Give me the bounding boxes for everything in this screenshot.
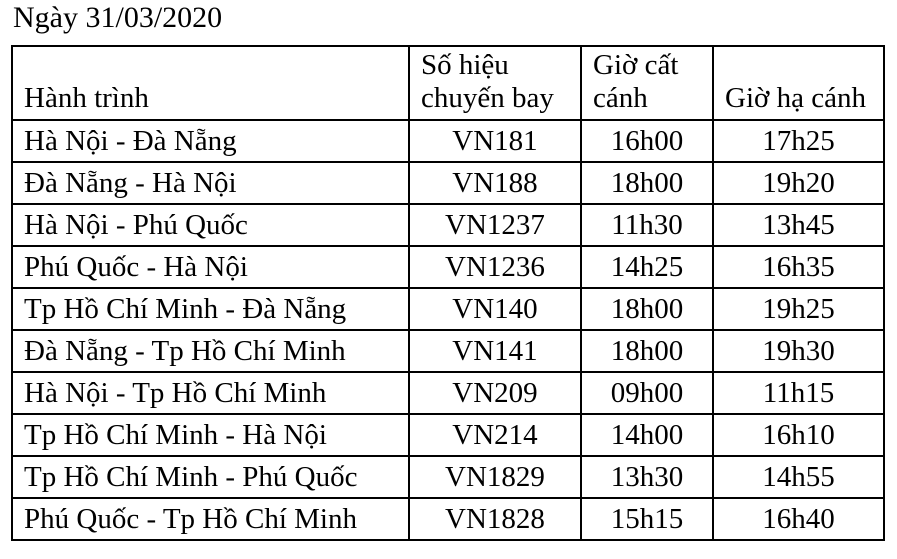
flight-number-cell: VN1237 <box>408 203 582 247</box>
flight-number-cell: VN140 <box>408 287 582 331</box>
flight-number-cell: VN1828 <box>408 497 582 541</box>
arrival-time-cell: 16h35 <box>712 245 885 289</box>
route-cell: Đà Nẵng - Tp Hồ Chí Minh <box>11 329 410 373</box>
arrival-time-cell: 16h10 <box>712 413 885 457</box>
table-row: Phú Quốc - Tp Hồ Chí Minh VN1828 15h15 16h4… <box>11 497 885 541</box>
date-title: Ngày 31/03/2020 <box>13 1 223 34</box>
arrival-time-cell: 16h40 <box>712 497 885 541</box>
departure-time-cell: 09h00 <box>580 371 714 415</box>
route-cell: Tp Hồ Chí Minh - Phú Quốc <box>11 455 410 499</box>
table-row: Hà Nội - Phú Quốc VN1237 11h30 13h45 <box>11 203 885 247</box>
departure-time-cell: 14h00 <box>580 413 714 457</box>
route-cell: Tp Hồ Chí Minh - Đà Nẵng <box>11 287 410 331</box>
route-cell: Phú Quốc - Tp Hồ Chí Minh <box>11 497 410 541</box>
departure-time-cell: 13h30 <box>580 455 714 499</box>
flight-number-cell: VN1236 <box>408 245 582 289</box>
arrival-time-cell: 13h45 <box>712 203 885 247</box>
flight-number-cell: VN214 <box>408 413 582 457</box>
table-row: Hà Nội - Đà Nẵng VN181 16h00 17h25 <box>11 119 885 163</box>
arrival-time-cell: 11h15 <box>712 371 885 415</box>
column-header-flight-number: Số hiệu chuyến bay <box>408 45 582 121</box>
table-row: Đà Nẵng - Tp Hồ Chí Minh VN141 18h00 19h30 <box>11 329 885 373</box>
table-row: Phú Quốc - Hà Nội VN1236 14h25 16h35 <box>11 245 885 289</box>
flight-number-cell: VN141 <box>408 329 582 373</box>
table-row: Tp Hồ Chí Minh - Phú Quốc VN1829 13h30 14h5… <box>11 455 885 499</box>
flight-number-cell: VN209 <box>408 371 582 415</box>
departure-time-cell: 18h00 <box>580 287 714 331</box>
table-row: Đà Nẵng - Hà Nội VN188 18h00 19h20 <box>11 161 885 205</box>
route-cell: Hà Nội - Tp Hồ Chí Minh <box>11 371 410 415</box>
arrival-time-cell: 19h30 <box>712 329 885 373</box>
arrival-time-cell: 17h25 <box>712 119 885 163</box>
route-cell: Phú Quốc - Hà Nội <box>11 245 410 289</box>
arrival-time-cell: 19h20 <box>712 161 885 205</box>
header-row: Hành trình Số hiệu chuyến bay Giờ cất cá… <box>11 45 885 121</box>
table-row: Tp Hồ Chí Minh - Đà Nẵng VN140 18h00 19h25 <box>11 287 885 331</box>
route-cell: Đà Nẵng - Hà Nội <box>11 161 410 205</box>
arrival-time-cell: 19h25 <box>712 287 885 331</box>
column-header-arrival-time: Giờ hạ cánh <box>712 45 885 121</box>
route-cell: Hà Nội - Đà Nẵng <box>11 119 410 163</box>
departure-time-cell: 18h00 <box>580 329 714 373</box>
departure-time-cell: 16h00 <box>580 119 714 163</box>
flight-number-cell: VN1829 <box>408 455 582 499</box>
column-header-route: Hành trình <box>11 45 410 121</box>
flight-number-cell: VN181 <box>408 119 582 163</box>
flight-schedule-table: Hành trình Số hiệu chuyến bay Giờ cất cá… <box>11 45 885 541</box>
column-header-departure-time: Giờ cất cánh <box>580 45 714 121</box>
departure-time-cell: 15h15 <box>580 497 714 541</box>
departure-time-cell: 11h30 <box>580 203 714 247</box>
flight-number-cell: VN188 <box>408 161 582 205</box>
departure-time-cell: 18h00 <box>580 161 714 205</box>
route-cell: Hà Nội - Phú Quốc <box>11 203 410 247</box>
route-cell: Tp Hồ Chí Minh - Hà Nội <box>11 413 410 457</box>
table-body: Hà Nội - Đà Nẵng VN181 16h00 17h25 Đà Nẵng -… <box>11 119 885 541</box>
table-row: Tp Hồ Chí Minh - Hà Nội VN214 14h00 16h10 <box>11 413 885 457</box>
arrival-time-cell: 14h55 <box>712 455 885 499</box>
table-row: Hà Nội - Tp Hồ Chí Minh VN209 09h00 11h15 <box>11 371 885 415</box>
departure-time-cell: 14h25 <box>580 245 714 289</box>
